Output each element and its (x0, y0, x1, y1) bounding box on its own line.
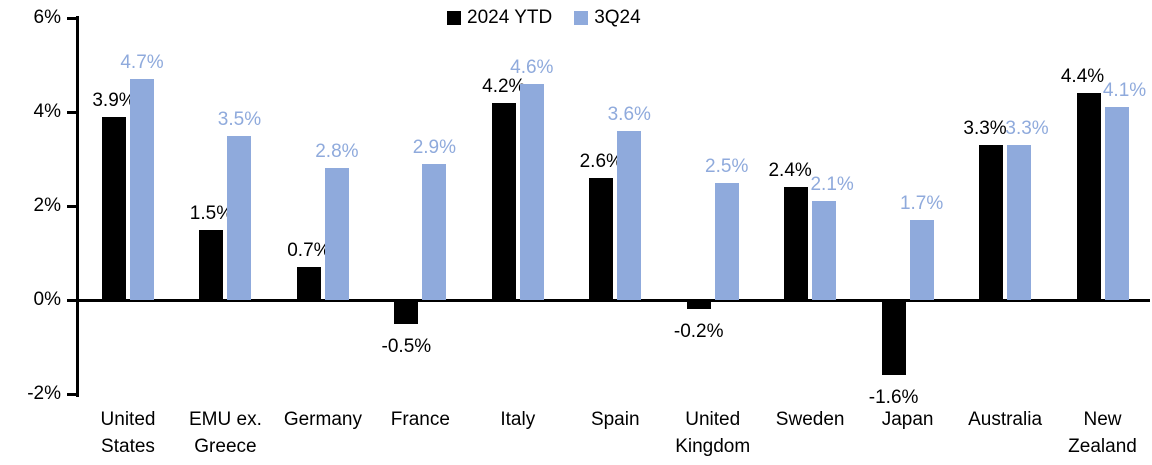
y-axis-tick (67, 16, 76, 20)
data-label: 3.3% (963, 117, 1007, 139)
data-label: 3.9% (92, 89, 136, 111)
data-label: 2.8% (315, 141, 359, 163)
category-label: France (391, 406, 450, 433)
data-label: 2.1% (810, 174, 854, 196)
category-label-line: Spain (590, 409, 640, 430)
y-axis-tick-label: -2% (27, 383, 61, 404)
bar (422, 163, 447, 300)
legend-label-2024-ytd: 2024 YTD (467, 7, 553, 28)
category-label: Spain (591, 406, 640, 433)
category-label: United Kingdom (675, 406, 750, 460)
y-axis-tick-label: 0% (33, 289, 61, 310)
bar (589, 177, 614, 300)
data-label: 3.6% (607, 103, 651, 125)
legend-item-3q24: 3Q24 (574, 7, 641, 29)
category-label: Germany (284, 406, 362, 433)
category-label: United States (101, 406, 156, 460)
bar (909, 220, 934, 300)
bar (1007, 144, 1032, 300)
data-label: 3.3% (1005, 117, 1049, 139)
category-label-line: States (101, 436, 155, 457)
bar (1076, 93, 1101, 300)
y-axis-tick (67, 110, 76, 114)
data-label: 4.6% (510, 56, 554, 78)
bar (491, 102, 516, 300)
legend-item-2024-ytd: 2024 YTD (447, 7, 552, 29)
category-label-line: Greece (194, 436, 257, 457)
data-label: 4.1% (1102, 80, 1147, 102)
legend-swatch-3q24 (574, 11, 589, 25)
category-label: Italy (500, 406, 535, 433)
category-label-line: Sweden (775, 409, 845, 430)
category-label-line: France (390, 409, 450, 430)
data-label: 4.7% (120, 52, 164, 74)
bar (812, 201, 837, 300)
y-axis-tick (67, 204, 76, 208)
category-label: Sweden (776, 406, 845, 433)
bar (1104, 107, 1129, 300)
data-label: 1.7% (899, 193, 944, 215)
category-label-line: Germany (283, 409, 362, 430)
bar (296, 267, 321, 300)
bar (102, 116, 126, 300)
data-label: 2.9% (412, 136, 456, 158)
y-axis-tick-label: 6% (33, 7, 61, 28)
category-label: Japan (882, 406, 934, 433)
data-label: 1.5% (189, 202, 234, 224)
bar (227, 135, 252, 300)
category-label-line: Italy (500, 409, 536, 430)
bar (686, 300, 711, 310)
data-label: -0.2% (673, 321, 724, 343)
data-label: 3.5% (217, 108, 262, 130)
bar (714, 182, 739, 300)
y-axis-tick (67, 298, 76, 302)
data-label: 2.5% (705, 155, 749, 177)
legend-swatch-2024-ytd (447, 11, 461, 25)
category-label-line: EMU ex. (189, 409, 262, 430)
x-axis-baseline (76, 298, 1150, 302)
y-axis-tick (67, 392, 76, 396)
category-label-line: Zealand (1068, 436, 1137, 457)
data-label: 4.4% (1060, 66, 1105, 88)
category-label: Australia (968, 406, 1042, 433)
bar (130, 79, 154, 300)
data-label: 2.4% (768, 160, 812, 182)
bar (394, 300, 419, 324)
bar (881, 300, 906, 376)
data-label: 0.7% (287, 240, 331, 262)
data-label: 4.2% (482, 75, 526, 97)
bar (979, 144, 1004, 300)
bar (324, 168, 349, 300)
chart-legend: 2024 YTD 3Q24 (447, 7, 641, 29)
bar (519, 83, 544, 300)
category-label-line: New (1083, 409, 1122, 430)
bar (199, 229, 224, 300)
bar (617, 130, 642, 300)
data-label: -0.5% (381, 335, 432, 357)
y-axis-line (76, 16, 79, 397)
legend-label-3q24: 3Q24 (594, 7, 641, 28)
data-label: 2.6% (579, 150, 623, 172)
y-axis-tick-label: 2% (33, 195, 61, 216)
category-label-line: Kingdom (675, 436, 751, 457)
data-label: -1.6% (868, 387, 919, 409)
category-label: New Zealand (1068, 406, 1137, 460)
category-label-line: Japan (881, 409, 934, 430)
y-axis-tick-label: 4% (33, 101, 61, 122)
category-label-line: United (685, 409, 741, 430)
bar (784, 187, 809, 300)
category-label: EMU ex. Greece (189, 406, 262, 460)
category-label-line: United (100, 409, 156, 430)
category-label-line: Australia (968, 409, 1043, 430)
